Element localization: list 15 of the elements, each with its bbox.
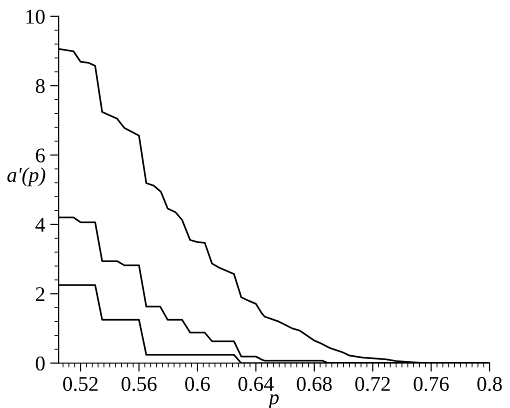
x-tick-label: 0.68 (296, 376, 332, 392)
y-tick-label: 6 (36, 148, 45, 162)
x-tick-label: 0.6 (185, 376, 210, 392)
y-tick-label: 8 (36, 79, 45, 94)
y-axis-title: a'(p) (7, 167, 46, 186)
x-tick-label: 0.52 (63, 376, 98, 392)
y-tick-label: 0 (36, 356, 45, 371)
y-tick-label: 2 (36, 287, 44, 301)
x-tick-label: 0.64 (238, 376, 274, 392)
y-tick-label: 10 (26, 10, 45, 24)
x-tick-label: 0.8 (477, 376, 502, 392)
x-tick-label: 0.56 (122, 376, 157, 392)
x-tick-label: 0.72 (355, 376, 390, 392)
y-tick-label: 4 (35, 218, 46, 232)
x-tick-label: 0.76 (414, 376, 449, 392)
